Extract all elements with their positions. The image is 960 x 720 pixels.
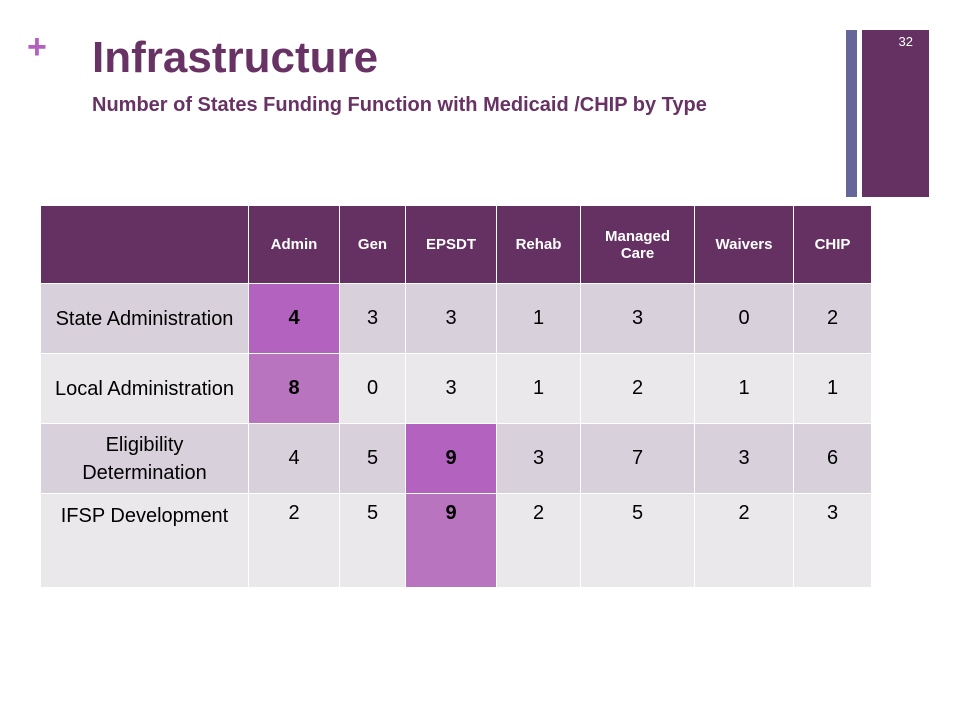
table-row: Eligibility Determination 4 5 9 3 7 3 6 — [40, 423, 872, 494]
table-cell: 0 — [339, 353, 406, 424]
table-cell: 2 — [793, 283, 872, 354]
table-cell: 0 — [694, 283, 794, 354]
table-cell: 1 — [496, 353, 581, 424]
table-cell: 9 — [405, 493, 497, 588]
row-label: State Administration — [40, 283, 249, 354]
table-row: Local Administration 8 0 3 1 2 1 1 — [40, 353, 872, 424]
row-label: Eligibility Determination — [40, 423, 249, 494]
table-cell: 1 — [496, 283, 581, 354]
funding-table: Admin Gen EPSDT Rehab Managed Care Waive… — [40, 205, 872, 588]
header-managed-care: Managed Care — [580, 205, 695, 284]
table-cell: 3 — [793, 493, 872, 588]
header-waivers: Waivers — [694, 205, 794, 284]
table-cell: 9 — [405, 423, 497, 494]
accent-bar-thin — [846, 30, 857, 197]
table-cell: 3 — [405, 283, 497, 354]
table-cell: 5 — [580, 493, 695, 588]
header-epsdt: EPSDT — [405, 205, 497, 284]
slide-number: 32 — [898, 34, 913, 49]
table-cell: 3 — [339, 283, 406, 354]
header-chip: CHIP — [793, 205, 872, 284]
header-rehab: Rehab — [496, 205, 581, 284]
slide-subtitle: Number of States Funding Function with M… — [92, 94, 707, 116]
table-cell: 5 — [339, 493, 406, 588]
table-cell: 4 — [248, 283, 340, 354]
header-gen: Gen — [339, 205, 406, 284]
table-cell: 4 — [248, 423, 340, 494]
table-row: State Administration 4 3 3 1 3 0 2 — [40, 283, 872, 354]
table-cell: 3 — [694, 423, 794, 494]
table-cell: 2 — [248, 493, 340, 588]
table-cell: 2 — [694, 493, 794, 588]
table-row: IFSP Development 2 5 9 2 5 2 3 — [40, 493, 872, 588]
header-row: Admin Gen EPSDT Rehab Managed Care Waive… — [40, 205, 872, 284]
row-label: Local Administration — [40, 353, 249, 424]
table-cell: 7 — [580, 423, 695, 494]
table-cell: 3 — [580, 283, 695, 354]
table-cell: 8 — [248, 353, 340, 424]
table-cell: 2 — [496, 493, 581, 588]
table-cell: 2 — [580, 353, 695, 424]
accent-bar: 32 — [862, 30, 929, 197]
table-cell: 1 — [793, 353, 872, 424]
row-label: IFSP Development — [40, 493, 249, 588]
table-cell: 1 — [694, 353, 794, 424]
slide-title: Infrastructure — [92, 33, 379, 82]
header-admin: Admin — [248, 205, 340, 284]
table-cell: 5 — [339, 423, 406, 494]
table-cell: 6 — [793, 423, 872, 494]
table-cell: 3 — [496, 423, 581, 494]
plus-icon: + — [27, 28, 47, 66]
table-cell: 3 — [405, 353, 497, 424]
header-empty — [40, 205, 249, 284]
